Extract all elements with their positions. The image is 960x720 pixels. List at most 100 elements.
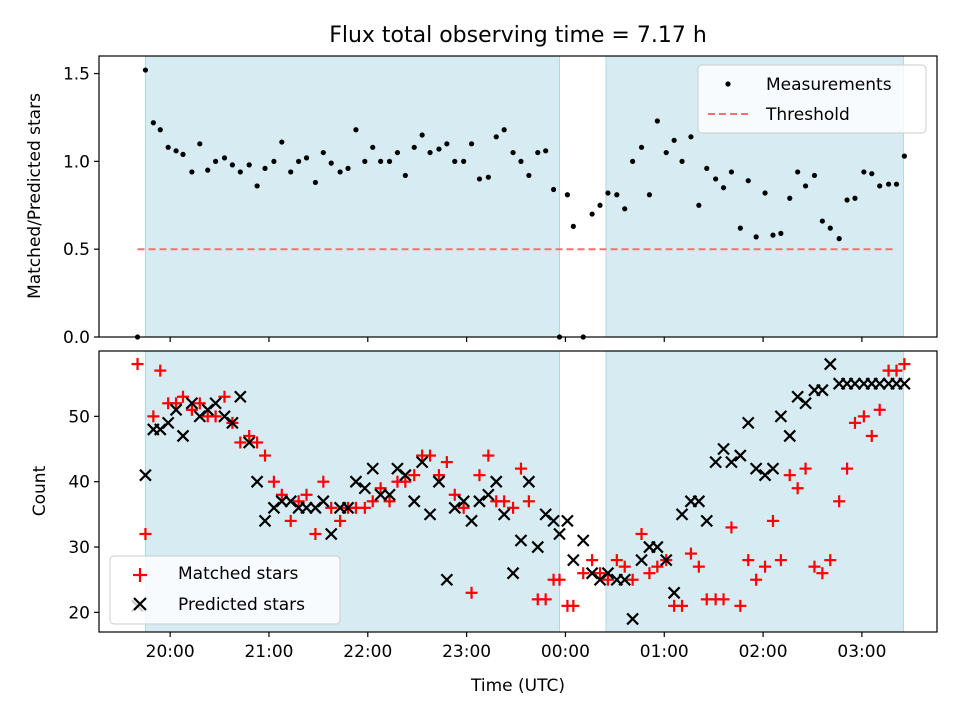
matched-star-point [717, 593, 730, 606]
measurement-point [550, 186, 557, 193]
measurement-point [819, 218, 825, 224]
measurement-point [597, 202, 603, 208]
predicted-star-point [383, 488, 396, 502]
measurement-point [271, 158, 277, 164]
matched-star-point [750, 573, 763, 586]
measurement-point [337, 169, 343, 175]
matched-star-point [635, 527, 648, 540]
predicted-star-point [766, 462, 780, 475]
predicted-star-point [399, 468, 412, 482]
bottom-legend: Matched stars Predicted stars [109, 555, 341, 625]
measurement-point [696, 202, 702, 208]
legend-measurements-marker [725, 81, 731, 87]
measurement-point [605, 190, 611, 196]
y-tick-label: 30 [68, 538, 90, 558]
predicted-star-point [749, 462, 763, 475]
predicted-star-point [783, 429, 797, 443]
measurement-point [885, 181, 892, 187]
x-tick-label: 00:00 [541, 642, 590, 662]
measurement-point [836, 236, 842, 242]
measurement-point [778, 230, 784, 236]
measurement-point [671, 137, 677, 143]
ratio-panel: 0.0 0.5 1.0 1.5 Matched/Predicted stars Mea… [25, 55, 938, 348]
measurement-point [262, 165, 268, 171]
measurement-point [787, 195, 793, 201]
predicted-star-point [169, 403, 183, 417]
top-legend: Measurements Threshold [697, 64, 927, 134]
predicted-star-point [300, 501, 313, 515]
matched-star-point [522, 495, 535, 508]
measurement-point [296, 158, 302, 164]
matched-star-point [601, 573, 614, 586]
predicted-star-point [553, 527, 566, 541]
matched-star-point [824, 554, 837, 567]
predicted-star-point [709, 455, 722, 469]
measurement-point [411, 144, 417, 150]
measurement-points [134, 67, 907, 340]
y-tick-label: 1.0 [63, 152, 90, 172]
predicted-star-point [567, 553, 580, 567]
predicted-star-point [522, 475, 536, 488]
measurement-point [795, 169, 801, 175]
predicted-star-point [250, 475, 264, 488]
measurement-point [614, 192, 620, 198]
predicted-star-point [366, 462, 380, 475]
measurement-point [150, 120, 156, 126]
legend-measurements-label: Measurements [766, 75, 892, 95]
predicted-star-point [816, 383, 829, 397]
x-axis-label: Time (UTC) [470, 676, 565, 696]
matched-star-point [193, 397, 206, 410]
predicted-star-point [531, 540, 545, 554]
measurement-point [802, 183, 809, 189]
measurement-point [737, 225, 743, 231]
measurement-point [452, 158, 458, 164]
x-tick-label: 01:00 [640, 642, 689, 662]
measurement-point [254, 183, 260, 189]
measurement-point [526, 172, 532, 179]
measurement-point [869, 171, 875, 177]
matched-star-point [890, 364, 903, 377]
measurement-point [246, 162, 252, 168]
predicted-star-point [226, 416, 239, 430]
measurement-point [510, 149, 516, 156]
y-tick-label: 0.5 [63, 240, 90, 260]
measurement-point [493, 134, 499, 140]
matched-star-point [742, 554, 755, 567]
predicted-star-point [667, 586, 681, 600]
measurement-point [646, 192, 653, 198]
predicted-star-point [659, 553, 673, 567]
predicted-star-point [440, 573, 454, 586]
measurement-point [893, 181, 900, 187]
predicted-star-point [725, 455, 738, 469]
measurement-point [419, 132, 425, 138]
measurement-point [901, 153, 907, 159]
predicted-star-point [506, 566, 520, 580]
predicted-star-point [317, 495, 330, 508]
predicted-star-point [635, 553, 648, 567]
matched-star-point [684, 547, 697, 560]
predicted-star-point [873, 377, 886, 390]
measurement-point [589, 211, 595, 217]
predicted-star-point [432, 475, 446, 488]
predicted-star-point [898, 377, 911, 390]
measurement-point [468, 141, 475, 147]
top-y-ticks: 0.0 0.5 1.0 1.5 [63, 65, 99, 348]
predicted-star-point [457, 495, 470, 508]
measurement-point [827, 225, 833, 231]
matched-star-point [243, 429, 256, 442]
predicted-star-point [324, 527, 338, 541]
matched-star-point [440, 456, 453, 469]
predicted-star-point [774, 410, 788, 423]
matched-star-point [507, 501, 520, 514]
matched-star-point [383, 495, 396, 508]
measurement-point [229, 162, 236, 168]
measurement-point [753, 234, 759, 240]
matched-star-point [857, 410, 870, 423]
predicted-star-point [692, 495, 706, 508]
matched-star-point [448, 488, 461, 501]
matched-star-point [185, 403, 198, 416]
measurement-point [663, 149, 669, 156]
predicted-star-point [139, 468, 152, 482]
matched-star-point [358, 501, 371, 514]
measurement-point [320, 149, 326, 156]
